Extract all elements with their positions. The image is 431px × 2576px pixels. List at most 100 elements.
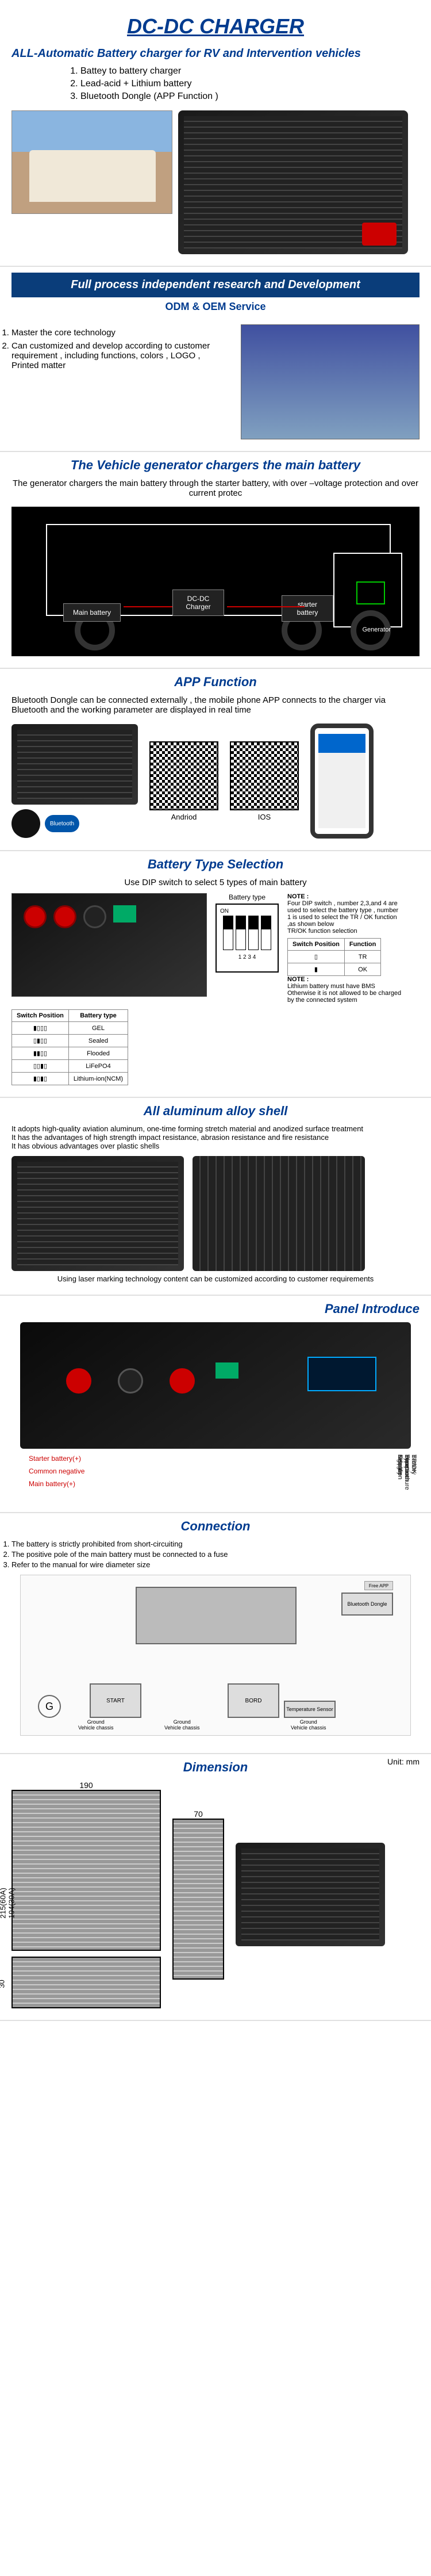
plbl-0: Bluetooth Dongle [397, 1454, 410, 1481]
start-battery: START [90, 1683, 141, 1718]
battery-type-table: Switch PositionBattery type ▮▯▯▯GEL ▯▮▯▯… [11, 1009, 128, 1085]
dongle-photo [11, 809, 40, 838]
qr-code-ios [230, 741, 299, 810]
shell-title: All aluminum alloy shell [11, 1104, 420, 1119]
dc-charger-label: DC-DC Charger [172, 590, 224, 616]
small-product-photo [11, 724, 138, 805]
note1b-text: TR/OK function selection [287, 928, 402, 935]
bt-gel: GEL [68, 1022, 128, 1035]
green-connector [216, 1362, 238, 1379]
panel-title: Panel Introduce [11, 1302, 420, 1316]
bt-flooded: Flooded [68, 1047, 128, 1060]
generator-section: The Vehicle generator chargers the main … [0, 452, 431, 669]
product-photo [178, 110, 408, 254]
shell-p3: It has obvious advantages over plastic s… [11, 1142, 420, 1150]
shell-caption: Using laser marking technology content c… [11, 1274, 420, 1283]
temp-sensor-box: Temperature Sensor [284, 1701, 336, 1718]
on-label: ON [220, 908, 274, 914]
odm-section: Full process independent research and De… [0, 267, 431, 452]
app-box: Free APP [364, 1581, 393, 1590]
terminal-starter [66, 1368, 91, 1394]
conn-rule-1: The battery is strictly prohibited from … [11, 1540, 420, 1548]
android-label: Andriod [149, 813, 218, 821]
panel-section: Panel Introduce Starter battery(+) Commo… [0, 1296, 431, 1513]
odm-point-2: Can customized and develop according to … [11, 341, 229, 370]
display-panel [307, 1357, 376, 1391]
dimension-section: Dimension Unit: mm 190 215(60A) 194(30A)… [0, 1754, 431, 2021]
qr-ios: IOS [230, 741, 299, 821]
lbl-common: Common negative [29, 1467, 84, 1475]
bsel-title: Battery Type Selection [11, 857, 420, 872]
bt-sealed: Sealed [68, 1035, 128, 1047]
header-section: DC-DC CHARGER ALL-Automatic Battery char… [0, 0, 431, 267]
ground-1: Ground Vehicle chassis [78, 1719, 114, 1731]
dim-product-photo [236, 1843, 385, 1946]
conn-rule-3: Refer to the manual for wire diameter si… [11, 1560, 420, 1569]
panel-photo [20, 1322, 411, 1449]
generator-box [356, 581, 385, 604]
shell-section: All aluminum alloy shell It adopts high-… [0, 1098, 431, 1296]
truck-diagram: Main battery DC-DC Charger starter batte… [11, 507, 420, 656]
conn-rules: The battery is strictly prohibited from … [11, 1540, 420, 1569]
trok-table: Switch PositionFunction ▯TR ▮OK [287, 938, 381, 976]
gen-desc: The generator chargers the main battery … [11, 479, 420, 498]
dim-w: 190 [11, 1781, 161, 1790]
shell-p2: It has the advantages of high strength i… [11, 1133, 420, 1142]
app-desc: Bluetooth Dongle can be connected extern… [11, 695, 420, 715]
battery-selection-section: Battery Type Selection Use DIP switch to… [0, 851, 431, 1098]
app-product-col: Bluetooth [11, 724, 138, 838]
bord-battery: BORD [228, 1683, 279, 1718]
connection-section: Connection The battery is strictly prohi… [0, 1513, 431, 1754]
feature-1: Battey to battery charger [80, 66, 420, 76]
odm-sub: ODM & OEM Service [11, 301, 420, 313]
t2c1: Switch Position [288, 939, 345, 951]
dim-t: 70 [172, 1809, 224, 1819]
terminal-main [170, 1368, 195, 1394]
dip-photo [11, 893, 207, 997]
ground-3: Ground Vehicle chassis [291, 1719, 326, 1731]
rv-photo [11, 110, 172, 214]
bt-liion: Lithium-ion(NCM) [68, 1073, 128, 1085]
odm-point-1: Master the core technology [11, 328, 229, 338]
dim-side-view [172, 1819, 224, 1980]
dip-switch-diagram: ON 1 2 3 4 [216, 904, 279, 973]
main-battery-label: Main battery [63, 603, 121, 622]
starter-battery-label: starter battery [282, 595, 333, 622]
dim-front-view [11, 1957, 161, 2008]
feature-list: Battey to battery charger Lead-acid + Li… [80, 66, 420, 102]
lbl-starter: Starter battery(+) [29, 1454, 81, 1463]
odm-text: Master the core technology Can customize… [11, 324, 229, 439]
bt-col2: Battery type [68, 1010, 128, 1022]
gen-title: The Vehicle generator chargers the main … [11, 458, 420, 473]
feature-3: Bluetooth Dongle (APP Function ) [80, 91, 420, 102]
btype-label: Battery type [216, 893, 279, 901]
bsel-sub: Use DIP switch to select 5 types of main… [11, 878, 420, 887]
generator-circle: G [38, 1695, 61, 1718]
dim-unit: Unit: mm [387, 1757, 420, 1766]
ios-label: IOS [230, 813, 299, 821]
dim-top-view [11, 1790, 161, 1951]
note2-head: NOTE : [287, 976, 309, 983]
dip-notes: NOTE : Four DIP switch , number 2,3,and … [287, 893, 402, 1004]
shell-photo-1 [11, 1156, 184, 1271]
generator-label: Generator [362, 626, 391, 633]
dim-h: 215(60A) 194(30A) [0, 1888, 16, 1918]
charger-box [136, 1587, 297, 1644]
bt-col1: Switch Position [12, 1010, 69, 1022]
app-section: APP Function Bluetooth Dongle can be con… [0, 669, 431, 851]
odm-screenshot [241, 324, 420, 439]
battery-type-label-col: Battery type ON 1 2 3 4 [216, 893, 279, 1004]
subtitle: ALL-Automatic Battery charger for RV and… [11, 47, 420, 60]
bluetooth-icon: Bluetooth [45, 815, 79, 832]
note1-text: Four DIP switch , number 2,3,and 4 are u… [287, 900, 402, 928]
wiring-diagram: START BORD Bluetooth Dongle Temperature … [20, 1575, 411, 1736]
phone-mockup [310, 724, 374, 839]
t2r1: TR [344, 951, 380, 963]
terminal-neg [118, 1368, 143, 1394]
lbl-main: Main battery(+) [29, 1480, 75, 1488]
dim-d: 30 [0, 1980, 6, 1988]
ground-2: Ground Vehicle chassis [164, 1719, 200, 1731]
feature-2: Lead-acid + Lithium battery [80, 79, 420, 89]
t2r2: OK [344, 963, 380, 976]
conn-rule-2: The positive pole of the main battery mu… [11, 1550, 420, 1559]
